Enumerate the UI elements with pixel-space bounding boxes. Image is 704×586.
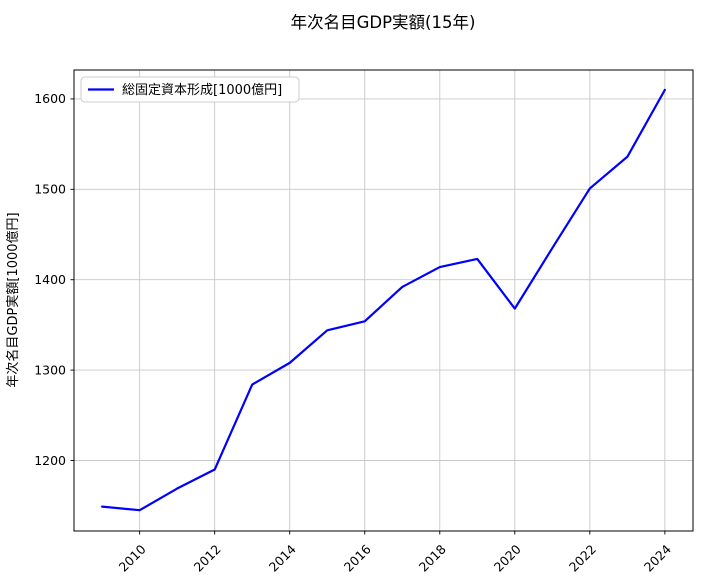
x-tick-label: 2010 [116, 541, 149, 574]
x-tick-label: 2016 [341, 541, 374, 574]
x-tick-label: 2014 [266, 541, 299, 574]
x-tick-label: 2022 [566, 542, 599, 575]
grid-layer [74, 70, 693, 531]
chart-title: 年次名目GDP実額(15年) [291, 13, 476, 32]
x-tick-label: 2024 [641, 541, 674, 574]
legend-label: 総固定資本形成[1000億円] [122, 82, 282, 98]
y-tick-label: 1400 [34, 272, 66, 287]
y-tick-label: 1600 [34, 91, 66, 106]
x-tick-label: 2012 [191, 542, 224, 575]
x-tick-label: 2018 [416, 541, 449, 574]
y-tick-label: 1200 [34, 453, 66, 468]
series-layer [101, 88, 666, 512]
y-tick-label: 1500 [34, 182, 66, 197]
y-axis-label: 年次名目GDP実額[1000億円] [5, 212, 21, 387]
x-tick-label: 2020 [491, 541, 524, 574]
y-tick-label: 1300 [34, 362, 66, 377]
series-line [101, 88, 666, 512]
legend: 総固定資本形成[1000億円] [80, 76, 300, 103]
plot-border [73, 69, 694, 532]
legend-box [80, 76, 300, 103]
